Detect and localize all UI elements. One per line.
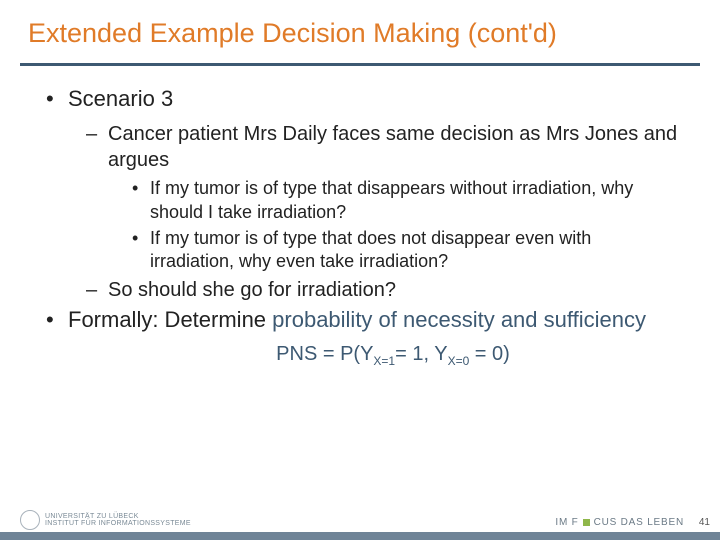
formula-rhs: = 0) [469, 343, 510, 365]
bullet-formally: Formally: Determine probability of neces… [46, 307, 680, 333]
university-text: UNIVERSITÄT ZU LÜBECK INSTITUT FÜR INFOR… [45, 513, 191, 527]
bullet-arg1: If my tumor is of type that disappears w… [132, 177, 680, 224]
formally-accent: probability of necessity and sufficiency [272, 307, 646, 332]
formula: PNS = P(YX=1= 1, YX=0 = 0) [46, 343, 680, 368]
footer-bar [0, 532, 720, 540]
footer-motto: IM F CUS DAS LEBEN [555, 517, 684, 528]
formula-lhs: PNS = P(Y [276, 343, 373, 365]
uni-line1: UNIVERSITÄT ZU LÜBECK [45, 513, 191, 520]
uni-line2: INSTITUT FÜR INFORMATIONSSYSTEME [45, 520, 191, 527]
university-seal-icon [20, 510, 40, 530]
bullet-question: So should she go for irradiation? [86, 278, 680, 304]
formula-sub2: X=0 [448, 354, 470, 368]
slide-title: Extended Example Decision Making (cont'd… [28, 18, 692, 49]
title-area: Extended Example Decision Making (cont'd… [0, 0, 720, 57]
focus-post: CUS DAS LEBEN [594, 517, 684, 528]
formally-pre: Formally: Determine [68, 307, 272, 332]
bullet-arg2: If my tumor is of type that does not dis… [132, 227, 680, 274]
bullet-patient: Cancer patient Mrs Daily faces same deci… [86, 122, 680, 173]
footer-logo: UNIVERSITÄT ZU LÜBECK INSTITUT FÜR INFOR… [20, 510, 191, 530]
page-number: 41 [699, 517, 710, 528]
footer: UNIVERSITÄT ZU LÜBECK INSTITUT FÜR INFOR… [0, 508, 720, 540]
slide-content: Scenario 3 Cancer patient Mrs Daily face… [0, 66, 720, 368]
formula-sub1: X=1 [373, 354, 395, 368]
bullet-scenario: Scenario 3 [46, 86, 680, 112]
formula-mid: = 1, Y [395, 343, 447, 365]
focus-pre: IM F [555, 517, 578, 528]
focus-dot-icon [583, 519, 590, 526]
